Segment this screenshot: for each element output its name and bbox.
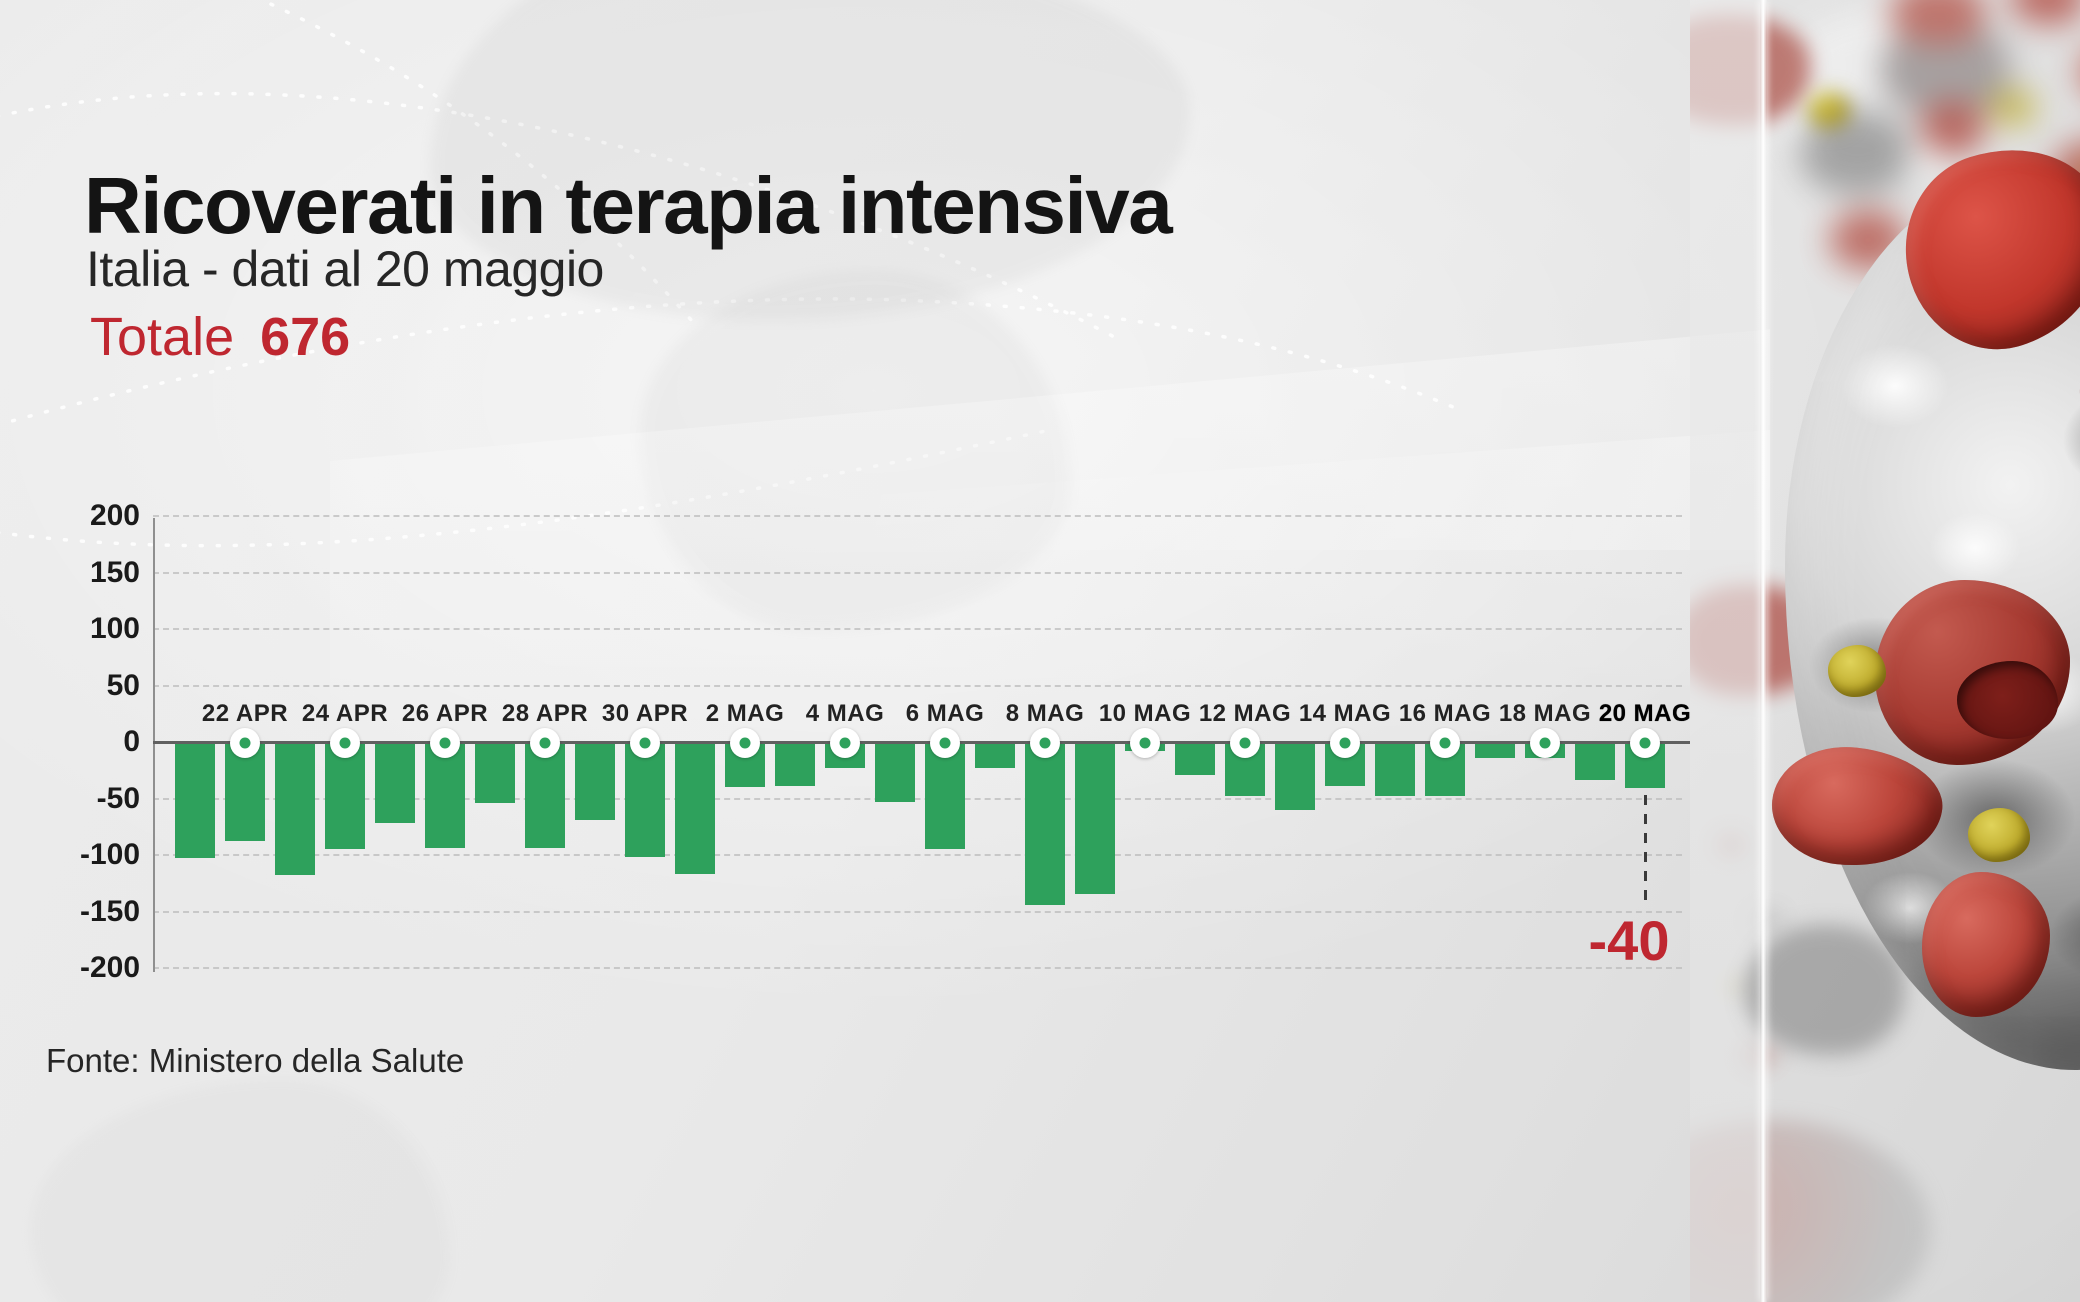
x-tick-label-20-mag: 20 MAG — [1598, 700, 1692, 727]
gridline-100 — [153, 628, 1682, 630]
bar-22-apr — [225, 743, 265, 842]
coronavirus-image — [1690, 0, 2080, 1302]
marker-24-apr — [330, 727, 360, 758]
total-label: Totale — [90, 307, 235, 367]
y-tick-label-0: 0 — [123, 725, 140, 758]
x-tick-label-28-apr: 28 APR — [501, 700, 589, 727]
map-watermark — [640, 270, 1070, 630]
bar-7-mag — [975, 743, 1015, 768]
bar-19-mag — [1575, 743, 1615, 781]
bar-26-apr — [425, 743, 465, 849]
page-title: Ricoverati in terapia intensiva — [84, 161, 1173, 250]
marker-20-mag — [1630, 727, 1660, 758]
bar-6-mag — [925, 743, 965, 850]
gridline--200 — [153, 967, 1682, 969]
y-tick-label-50: 50 — [106, 668, 140, 702]
gridline-200 — [153, 515, 1682, 517]
marker-30-apr — [630, 727, 660, 758]
y-tick-label--100: -100 — [79, 838, 140, 871]
bar-15-mag — [1375, 743, 1415, 797]
virus-yellow-protein — [1828, 645, 1886, 697]
marker-28-apr — [530, 727, 560, 758]
glass-edge-line — [1760, 0, 1767, 1302]
x-tick-label-22-apr: 22 APR — [201, 700, 289, 727]
bar-11-mag — [1175, 743, 1215, 775]
x-tick-label-8-mag: 8 MAG — [1005, 700, 1085, 727]
bar-30-apr — [625, 743, 665, 858]
bar-9-mag — [1075, 743, 1115, 895]
zero-baseline — [153, 741, 1690, 744]
marker-8-mag — [1030, 727, 1060, 758]
bar-28-apr — [525, 743, 565, 849]
source-note: Fonte: Ministero della Salute — [46, 1042, 465, 1079]
x-tick-label-14-mag: 14 MAG — [1298, 700, 1392, 727]
y-tick-label-100: 100 — [89, 612, 140, 645]
bar-3-mag — [775, 743, 815, 786]
x-tick-label-26-apr: 26 APR — [401, 700, 489, 727]
gridline-50 — [153, 684, 1682, 687]
frosted-glass-strip — [1690, 0, 1764, 1302]
x-tick-label-18-mag: 18 MAG — [1498, 700, 1592, 727]
marker-14-mag — [1330, 727, 1360, 758]
bar-25-apr — [375, 743, 415, 824]
x-tick-label-6-mag: 6 MAG — [905, 700, 985, 727]
annotation-dashed-line — [1644, 795, 1647, 905]
bar-1-mag — [675, 743, 715, 875]
x-tick-label-2-mag: 2 MAG — [705, 700, 785, 727]
x-tick-label-4-mag: 4 MAG — [805, 700, 885, 727]
bar-27-apr — [475, 743, 515, 803]
y-tick-label--200: -200 — [79, 951, 140, 984]
total-line: Totale 676 — [90, 306, 350, 368]
annotation-value: -40 — [1588, 909, 1670, 972]
blurred-gray-spike — [1745, 925, 1905, 1055]
marker-22-apr — [230, 727, 260, 758]
marker-4-mag — [830, 727, 860, 758]
gridline--150 — [153, 910, 1682, 913]
marker-10-mag — [1130, 727, 1160, 758]
marker-12-mag — [1230, 727, 1260, 758]
y-tick-label-200: 200 — [89, 499, 140, 532]
gridline--100 — [153, 854, 1682, 856]
bar-21-apr — [175, 743, 215, 859]
marker-26-apr — [430, 727, 460, 758]
bar-23-apr — [275, 743, 315, 876]
bar-13-mag — [1275, 743, 1315, 810]
x-tick-label-24-apr: 24 APR — [301, 700, 389, 727]
bar-5-mag — [875, 743, 915, 802]
bar-8-mag — [1025, 743, 1065, 905]
gridline--50 — [153, 797, 1682, 800]
bar-17-mag — [1475, 743, 1515, 758]
total-value: 676 — [260, 307, 351, 367]
y-axis-line — [153, 518, 155, 972]
marker-2-mag — [730, 727, 760, 758]
bar-29-apr — [575, 743, 615, 820]
marker-18-mag — [1530, 727, 1560, 758]
gridline-150 — [153, 571, 1682, 574]
bar-24-apr — [325, 743, 365, 850]
x-tick-label-12-mag: 12 MAG — [1198, 700, 1292, 727]
x-tick-label-30-apr: 30 APR — [601, 700, 689, 727]
marker-16-mag — [1430, 727, 1460, 758]
y-tick-label-150: 150 — [89, 555, 140, 589]
page-subtitle: Italia - dati al 20 maggio — [86, 241, 604, 297]
marker-6-mag — [930, 727, 960, 758]
x-tick-label-16-mag: 16 MAG — [1398, 700, 1492, 727]
y-tick-label--50: -50 — [96, 781, 140, 815]
virus-yellow-protein — [1968, 808, 2030, 862]
x-tick-label-10-mag: 10 MAG — [1098, 700, 1192, 727]
y-tick-label--150: -150 — [79, 894, 140, 928]
virus-yellow-protein — [1808, 92, 1850, 128]
